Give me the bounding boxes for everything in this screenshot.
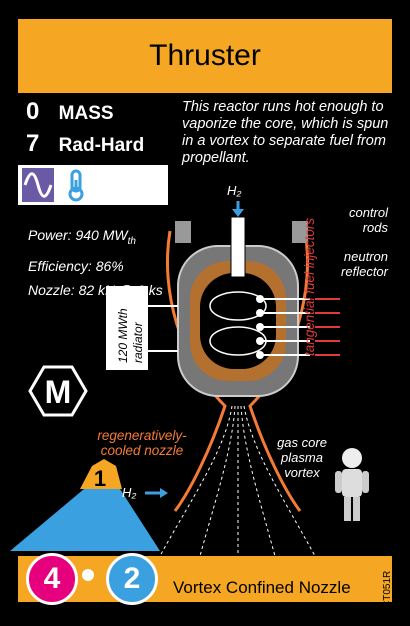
control-rod-left [175, 221, 191, 243]
h2-side-arrowhead [160, 488, 168, 498]
mass-value: 0 [26, 98, 40, 125]
m-badge [28, 365, 88, 417]
flavor-text: This reactor runs hot enough to vaporize… [182, 99, 389, 166]
exhaust-plume [159, 405, 316, 557]
card-name: Vortex Confined Nozzle [173, 578, 351, 597]
stat-radhard: 7 Rad-Hard [26, 131, 144, 159]
thermometer-icon [60, 168, 92, 202]
control-rods-label: control rods [348, 205, 388, 235]
support-badge [80, 459, 122, 489]
injector-arrows [315, 298, 340, 356]
fuel-injectors [260, 298, 310, 356]
radhard-label: Rad-Hard [58, 135, 145, 156]
support-number: 1 [94, 466, 106, 491]
regen-nozzle-label: regeneratively-cooled nozzle [97, 428, 187, 458]
sine-wave-icon [22, 168, 54, 202]
support-triangle [10, 489, 160, 551]
mass-label: MASS [58, 103, 114, 124]
radiator-label: 120 MWth radiator [116, 308, 145, 363]
astronaut [335, 448, 369, 521]
spec-power: Power: 940 MWth [28, 227, 136, 247]
bottom-bar [18, 556, 392, 602]
icon-strip [18, 165, 168, 205]
spec-efficiency: Efficiency: 86% [28, 257, 124, 274]
inlet-pipe [230, 216, 246, 278]
cost-left-badge: 4 [26, 553, 78, 605]
m-badge-letter: M [45, 374, 72, 410]
cost-right-badge: 2 [106, 553, 158, 605]
injector-heads [256, 295, 264, 359]
title-bar: Thruster [18, 19, 392, 93]
h2-top-label: H₂ [227, 183, 242, 198]
card-code: CT051R [382, 570, 393, 607]
reactor-diagram: M 1 [10, 201, 369, 557]
gas-core-label: gas core plasma vortex [277, 435, 327, 480]
neutron-reflector-label: neutron reflector [341, 249, 388, 279]
cost-separator-dot [82, 569, 94, 581]
radiator [106, 286, 148, 370]
radhard-value: 7 [26, 130, 40, 157]
card-title: Thruster [149, 39, 261, 72]
stat-mass: 0 MASS [26, 99, 114, 127]
h2-side-label: H₂ [122, 485, 137, 500]
h2-top-arrowhead [232, 209, 244, 217]
control-rod-right [292, 221, 308, 243]
card: Thruster 0 MASS 7 Rad-Hard This reactor … [10, 11, 400, 607]
stats-panel: 0 MASS 7 Rad-Hard [18, 93, 170, 179]
tangential-injectors-label: tangential fuel injectors [302, 217, 317, 356]
